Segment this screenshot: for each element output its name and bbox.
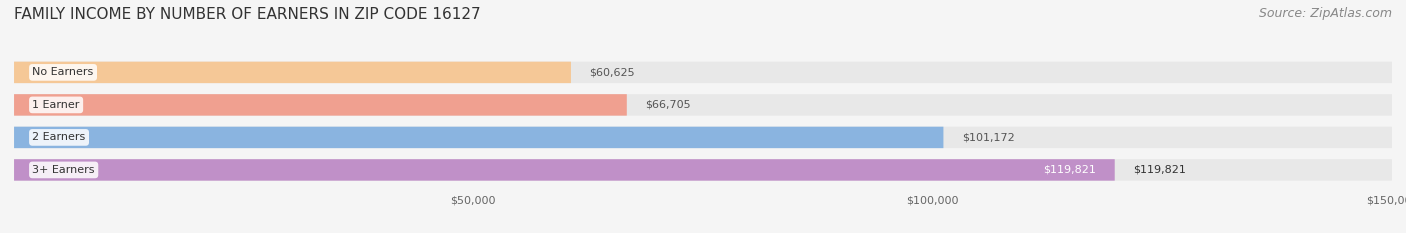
FancyBboxPatch shape bbox=[14, 62, 1392, 83]
Text: $60,625: $60,625 bbox=[589, 67, 636, 77]
FancyBboxPatch shape bbox=[14, 127, 943, 148]
FancyBboxPatch shape bbox=[14, 94, 627, 116]
Text: 2 Earners: 2 Earners bbox=[32, 132, 86, 142]
FancyBboxPatch shape bbox=[14, 62, 571, 83]
FancyBboxPatch shape bbox=[14, 127, 1392, 148]
Text: 3+ Earners: 3+ Earners bbox=[32, 165, 96, 175]
Text: $66,705: $66,705 bbox=[645, 100, 690, 110]
Text: No Earners: No Earners bbox=[32, 67, 94, 77]
Text: $101,172: $101,172 bbox=[962, 132, 1015, 142]
FancyBboxPatch shape bbox=[14, 94, 1392, 116]
Text: $119,821: $119,821 bbox=[1133, 165, 1187, 175]
Text: 1 Earner: 1 Earner bbox=[32, 100, 80, 110]
Text: $119,821: $119,821 bbox=[1043, 165, 1097, 175]
FancyBboxPatch shape bbox=[14, 159, 1115, 181]
Text: Source: ZipAtlas.com: Source: ZipAtlas.com bbox=[1258, 7, 1392, 20]
Text: FAMILY INCOME BY NUMBER OF EARNERS IN ZIP CODE 16127: FAMILY INCOME BY NUMBER OF EARNERS IN ZI… bbox=[14, 7, 481, 22]
FancyBboxPatch shape bbox=[14, 159, 1392, 181]
